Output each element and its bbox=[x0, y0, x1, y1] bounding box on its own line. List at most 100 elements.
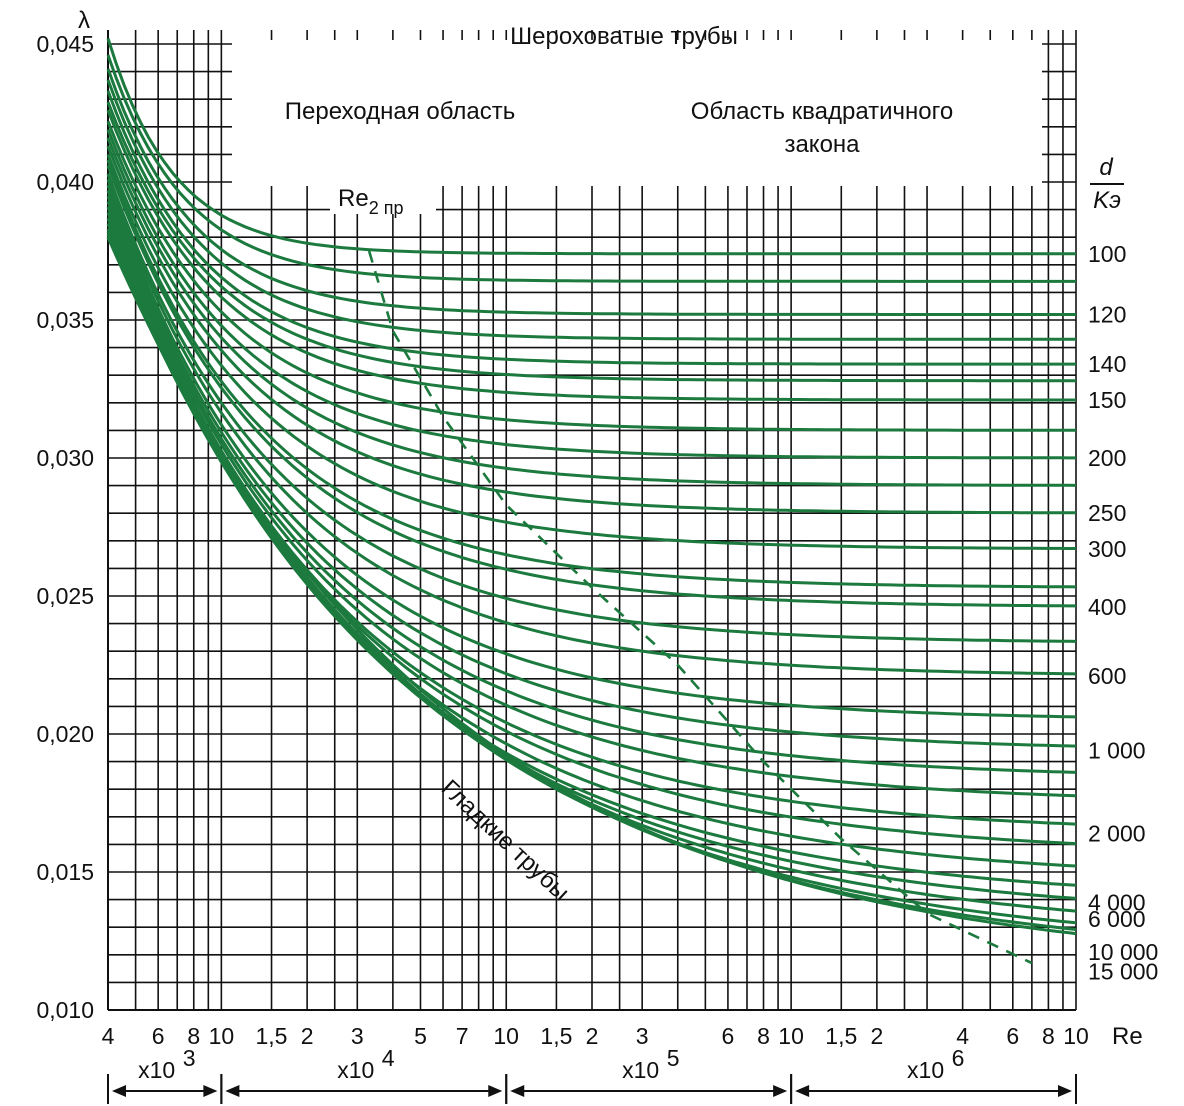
series-label: 150 bbox=[1088, 387, 1126, 413]
decade-arrows: x10 3 x10 4 x10 5 x10 6 bbox=[107, 1045, 1077, 1104]
arrow-left-icon bbox=[112, 1085, 126, 1097]
series-label: 200 bbox=[1088, 445, 1126, 471]
curve-200 bbox=[106, 129, 1076, 460]
decade-exponent: 5 bbox=[667, 1045, 680, 1071]
axis-ticks: 0,045 0,040 0,035 0,030 0,025 0,020 0,015 0,010… bbox=[36, 31, 1088, 1049]
legend-header-numerator: d bbox=[1099, 154, 1113, 181]
series-label: 6 000 bbox=[1088, 906, 1146, 932]
curve-unlabelled-19 bbox=[106, 200, 1077, 798]
y-axis-label: λ bbox=[78, 7, 90, 34]
arrow-left-icon bbox=[225, 1085, 240, 1097]
x-tick-label: 1,5 bbox=[825, 1023, 857, 1049]
y-tick-label: 0,045 bbox=[36, 31, 94, 57]
boundary-dashed-curve bbox=[367, 250, 1033, 965]
x-axis-label: Re bbox=[1112, 1023, 1143, 1050]
x-tick-label: 8 bbox=[187, 1023, 200, 1049]
x-tick-label: 1,5 bbox=[256, 1023, 288, 1049]
series-label: 15 000 bbox=[1088, 958, 1158, 984]
y-tick-label: 0,040 bbox=[36, 169, 94, 195]
arrow-left-icon bbox=[795, 1085, 810, 1097]
x-tick-label: 10 bbox=[778, 1023, 804, 1049]
series-label: 100 bbox=[1088, 241, 1126, 267]
arrow-right-icon bbox=[1058, 1085, 1072, 1097]
curve-unlabelled-9 bbox=[106, 137, 1077, 487]
series-label: 2 000 bbox=[1088, 820, 1146, 846]
x-tick-label: 10 bbox=[1063, 1023, 1089, 1049]
boundary-label: Re2 пр bbox=[338, 185, 403, 218]
curve-140 bbox=[106, 90, 1076, 366]
curve-250 bbox=[106, 145, 1076, 515]
series-label: 140 bbox=[1088, 351, 1126, 377]
curve-600 bbox=[106, 178, 1077, 676]
curve-unlabelled-7 bbox=[106, 120, 1076, 432]
x-tick-label: 2 bbox=[301, 1023, 314, 1049]
arrow-right-icon bbox=[488, 1085, 503, 1097]
curve-unlabelled-16 bbox=[106, 184, 1077, 719]
y-tick-label: 0,010 bbox=[36, 997, 94, 1023]
x-tick-label: 2 bbox=[871, 1023, 884, 1049]
curve-300 bbox=[106, 153, 1076, 550]
x-tick-label: 3 bbox=[351, 1023, 364, 1049]
legend-header-denominator: Kэ bbox=[1093, 187, 1121, 214]
curve-unlabelled-1 bbox=[106, 54, 1076, 283]
series-label: 10 000 bbox=[1088, 939, 1158, 965]
x-tick-label: 5 bbox=[414, 1023, 427, 1049]
x-tick-label: 6 bbox=[722, 1023, 735, 1049]
curve-100 bbox=[106, 38, 1076, 256]
decade-exponent: 4 bbox=[382, 1045, 395, 1071]
curve-unlabelled-18 bbox=[106, 195, 1077, 774]
chart-title: Шероховатые трубы bbox=[510, 23, 738, 50]
curve-150 bbox=[106, 109, 1076, 402]
series-label: 300 bbox=[1088, 536, 1126, 562]
curve-120 bbox=[106, 68, 1076, 316]
decade-label: x10 bbox=[138, 1057, 175, 1083]
plot-curves bbox=[106, 38, 1077, 965]
decade-exponent: 6 bbox=[952, 1045, 965, 1071]
curve-unlabelled-27 bbox=[106, 236, 1077, 931]
x-tick-label: 10 bbox=[209, 1023, 235, 1049]
series-label: 1 000 bbox=[1088, 738, 1146, 764]
curve-unlabelled-12 bbox=[106, 159, 1077, 589]
x-tick-label: 1,5 bbox=[540, 1023, 572, 1049]
arrow-left-icon bbox=[510, 1085, 525, 1097]
curve-unlabelled-3 bbox=[106, 79, 1076, 341]
boundary-label-sub: 2 пр bbox=[369, 198, 404, 218]
arrow-right-icon bbox=[773, 1085, 788, 1097]
x-tick-label: 6 bbox=[152, 1023, 165, 1049]
decade-label: x10 bbox=[337, 1057, 374, 1083]
x-tick-label: 6 bbox=[1006, 1023, 1019, 1049]
y-tick-label: 0,025 bbox=[36, 583, 94, 609]
y-tick-label: 0,035 bbox=[36, 307, 94, 333]
x-tick-label: 8 bbox=[1042, 1023, 1055, 1049]
y-tick-label: 0,020 bbox=[36, 721, 94, 747]
curve-unlabelled-14 bbox=[106, 173, 1077, 643]
x-tick-label: 4 bbox=[102, 1023, 115, 1049]
curve-1000 bbox=[106, 189, 1077, 748]
series-label: 120 bbox=[1088, 302, 1126, 328]
quadratic-region-label-line1: Область квадратичного bbox=[691, 98, 953, 125]
x-tick-label: 2 bbox=[586, 1023, 599, 1049]
quadratic-region-label-line2: закона bbox=[784, 131, 860, 158]
curve-15000 bbox=[106, 236, 1077, 936]
curve-400 bbox=[106, 164, 1076, 608]
label-backgrounds bbox=[232, 40, 1042, 214]
decade-label: x10 bbox=[907, 1057, 944, 1083]
x-tick-label: 8 bbox=[757, 1023, 770, 1049]
x-tick-label: 3 bbox=[636, 1023, 649, 1049]
x-tick-label: 10 bbox=[493, 1023, 519, 1049]
transition-region-label: Переходная область bbox=[285, 98, 515, 125]
y-tick-label: 0,030 bbox=[36, 445, 94, 471]
boundary-label-main: Re bbox=[338, 185, 369, 212]
x-tick-label: 7 bbox=[456, 1023, 469, 1049]
x-tick-label: 4 bbox=[956, 1023, 969, 1049]
smooth-pipes-label: Гладкие трубы bbox=[436, 775, 575, 907]
decade-label: x10 bbox=[622, 1057, 659, 1083]
series-label: 250 bbox=[1088, 500, 1126, 526]
decade-exponent: 3 bbox=[183, 1045, 196, 1071]
y-tick-label: 0,015 bbox=[36, 859, 94, 885]
series-label: 600 bbox=[1088, 663, 1126, 689]
arrow-right-icon bbox=[203, 1085, 218, 1097]
curve-unlabelled-5 bbox=[106, 101, 1076, 383]
series-label: 400 bbox=[1088, 594, 1126, 620]
